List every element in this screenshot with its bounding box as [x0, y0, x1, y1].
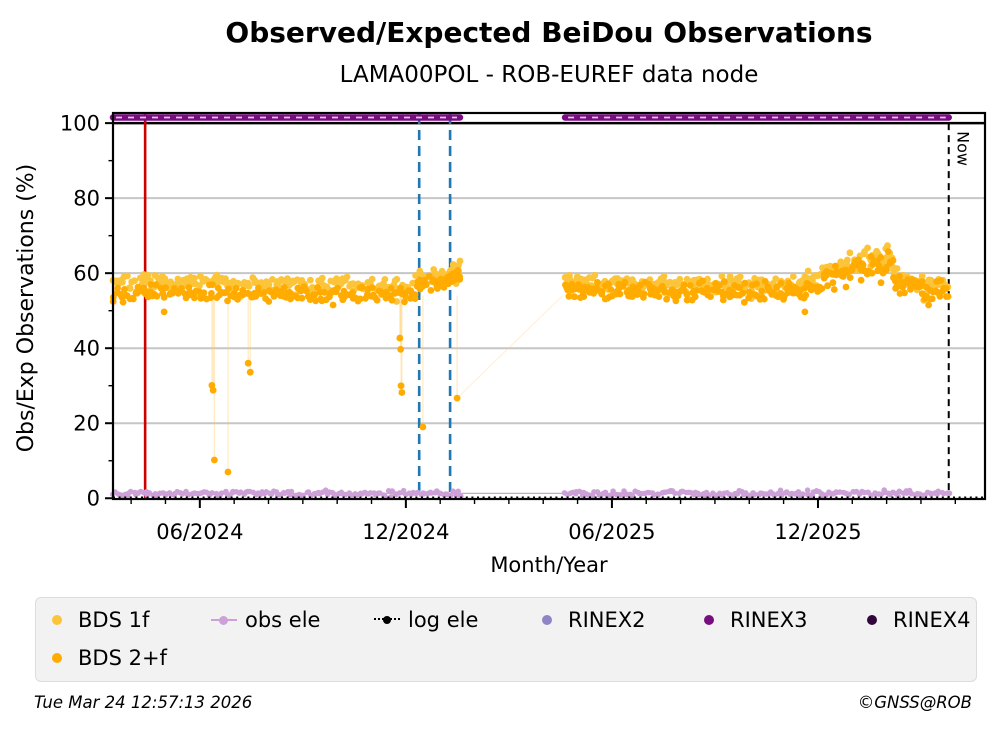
- bds-2f-series: [109, 248, 952, 476]
- y-tick-label: 100: [60, 112, 100, 136]
- legend-item-obs-ele: obs ele: [211, 607, 320, 633]
- x-tick-label: 06/2025: [568, 520, 655, 544]
- legend-item-label: BDS 2+f: [78, 646, 167, 670]
- legend-item-rinex4: RINEX4: [859, 607, 971, 633]
- legend-dot-icon: [44, 610, 70, 630]
- legend-item-label: RINEX4: [893, 608, 971, 632]
- legend-item-log-ele: log ele: [374, 607, 478, 633]
- y-axis-label: Obs/Exp Observations (%): [14, 163, 39, 453]
- now-label: Now: [954, 131, 973, 166]
- legend-item-label: log ele: [408, 608, 479, 632]
- y-tick-label: 40: [73, 337, 100, 361]
- y-tick-label: 60: [73, 262, 100, 286]
- plot-canvas: 0 20 40 60 80 100 06/2024 12/2024 06/2025 12/2025…: [60, 111, 987, 544]
- legend-dot-icon: [696, 610, 722, 630]
- legend-item-label: RINEX3: [730, 608, 808, 632]
- legend-item-rinex2: RINEX2: [534, 607, 646, 633]
- event-lines: [143, 114, 950, 499]
- y-tick-label: 0: [87, 487, 100, 511]
- gridlines: [113, 197, 985, 425]
- obs-ele-series: [110, 487, 953, 500]
- copyright-credit: ©GNSS@ROB: [857, 693, 972, 712]
- legend-item-label: obs ele: [245, 608, 321, 632]
- legend-box: BDS 1f BDS 2+f obs ele log ele RINEX2 RINEX…: [35, 597, 977, 682]
- legend-item-label: RINEX2: [568, 608, 646, 632]
- plot-frame: [111, 111, 987, 501]
- y-tick-label: 80: [73, 187, 100, 211]
- legend-item-label: BDS 1f: [78, 608, 150, 632]
- x-tick-label: 12/2024: [362, 520, 449, 544]
- outlier-connectors: [211, 295, 564, 472]
- x-axis-label: Month/Year: [490, 553, 608, 577]
- chart-subtitle: LAMA00POL - ROB-EUREF data node: [339, 62, 759, 88]
- axis-ticks: 0 20 40 60 80 100 06/2024 12/2024 06/2025 12/2025: [60, 112, 956, 544]
- legend-item-bds-2-f: BDS 2+f: [44, 645, 167, 671]
- chart-title: Observed/Expected BeiDou Observations: [225, 16, 873, 49]
- legend-item-bds-1f: BDS 1f: [44, 607, 149, 633]
- legend-line-icon: [211, 610, 237, 630]
- legend-dot-icon: [44, 648, 70, 668]
- legend-dot-icon: [859, 610, 885, 630]
- x-tick-label: 12/2025: [774, 520, 861, 544]
- legend-line-icon: [374, 610, 400, 630]
- x-tick-label: 06/2024: [156, 520, 243, 544]
- plot-timestamp: Tue Mar 24 12:57:13 2026: [34, 693, 253, 712]
- legend-item-rinex3: RINEX3: [696, 607, 808, 633]
- y-tick-label: 20: [73, 412, 100, 436]
- legend-dot-icon: [534, 610, 560, 630]
